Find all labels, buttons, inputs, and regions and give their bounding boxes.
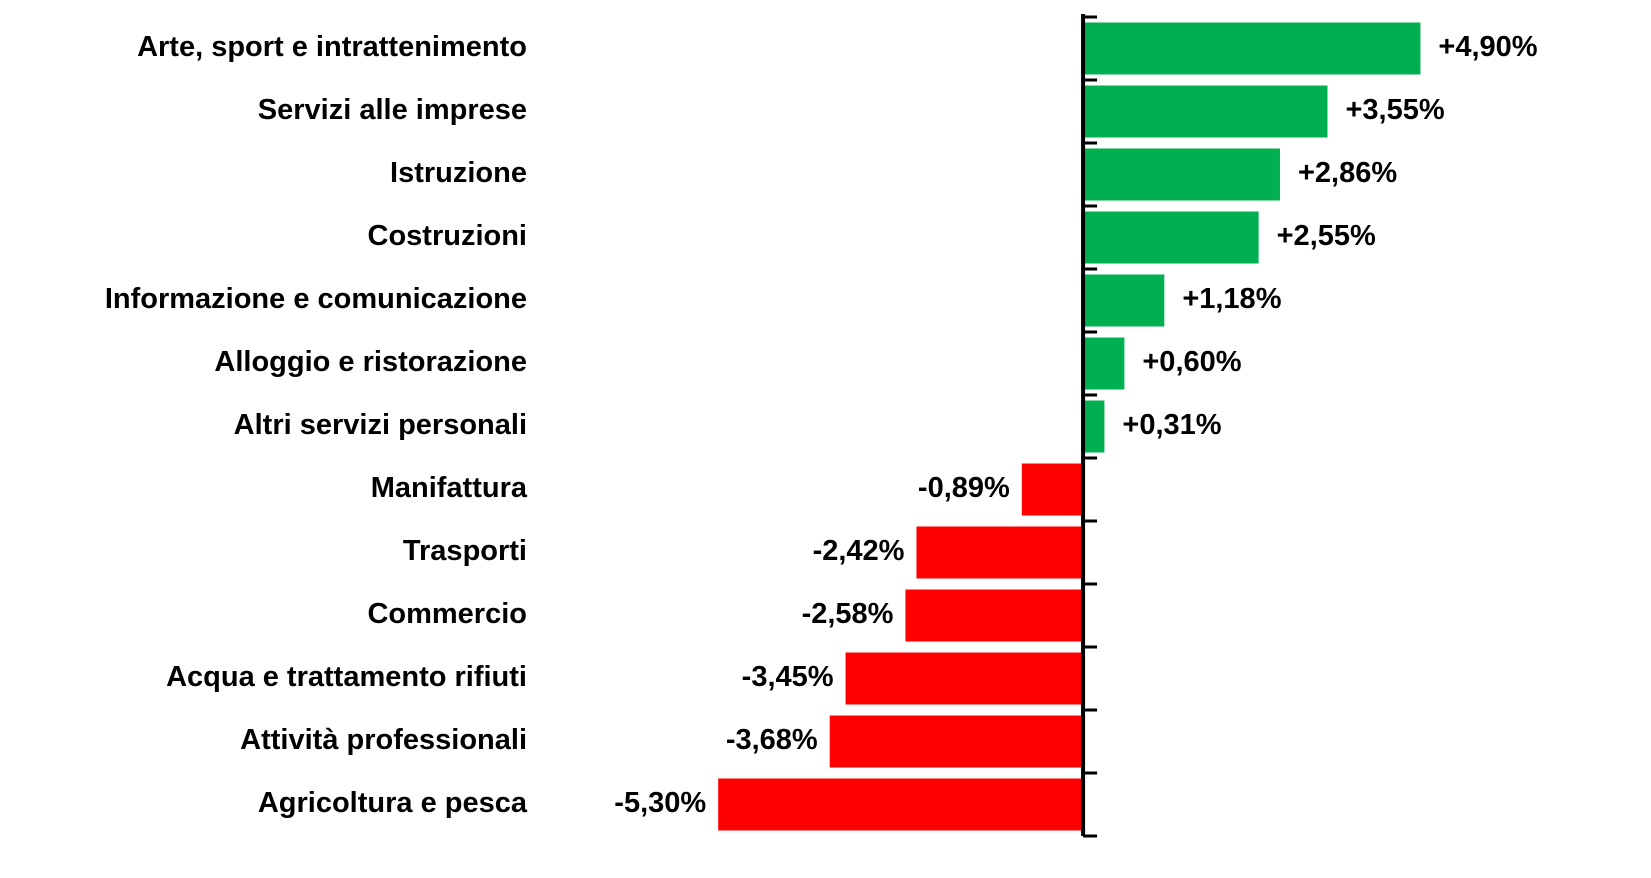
value-label: +0,60% — [1142, 346, 1241, 378]
value-label: +2,86% — [1298, 157, 1397, 189]
value-label: +0,31% — [1122, 409, 1221, 441]
value-label: +2,55% — [1277, 220, 1376, 252]
value-label: +3,55% — [1345, 94, 1444, 126]
category-label: Altri servizi personali — [234, 409, 527, 441]
bar — [1083, 400, 1105, 453]
value-label: -2,58% — [802, 598, 894, 630]
category-label: Trasporti — [403, 535, 527, 567]
category-label: Costruzioni — [368, 220, 528, 252]
value-label: +4,90% — [1438, 31, 1537, 63]
category-label: Agricoltura e pesca — [258, 787, 528, 819]
category-label: Manifattura — [371, 472, 528, 504]
bar — [1083, 211, 1259, 264]
category-label: Informazione e comunicazione — [105, 283, 527, 315]
category-label: Attività professionali — [240, 724, 527, 756]
value-label: +1,18% — [1182, 283, 1281, 315]
value-label: -5,30% — [614, 787, 706, 819]
bar — [905, 589, 1084, 642]
bar — [1021, 463, 1084, 516]
bar — [1083, 148, 1280, 201]
category-label: Commercio — [367, 598, 527, 630]
bar — [718, 778, 1084, 831]
category-label: Istruzione — [390, 157, 527, 189]
category-label: Arte, sport e intrattenimento — [137, 31, 527, 63]
bar — [1083, 22, 1421, 75]
value-label: -3,45% — [742, 661, 834, 693]
value-label: -3,68% — [726, 724, 818, 756]
value-label: -2,42% — [813, 535, 905, 567]
bar — [1083, 274, 1165, 327]
category-label: Servizi alle imprese — [258, 94, 527, 126]
category-label: Alloggio e ristorazione — [214, 346, 527, 378]
bar — [829, 715, 1084, 768]
bar — [1083, 337, 1125, 390]
bar — [916, 526, 1084, 579]
bar — [1083, 85, 1328, 138]
value-label: -0,89% — [918, 472, 1010, 504]
category-label: Acqua e trattamento rifiuti — [166, 661, 527, 693]
bar — [845, 652, 1084, 705]
